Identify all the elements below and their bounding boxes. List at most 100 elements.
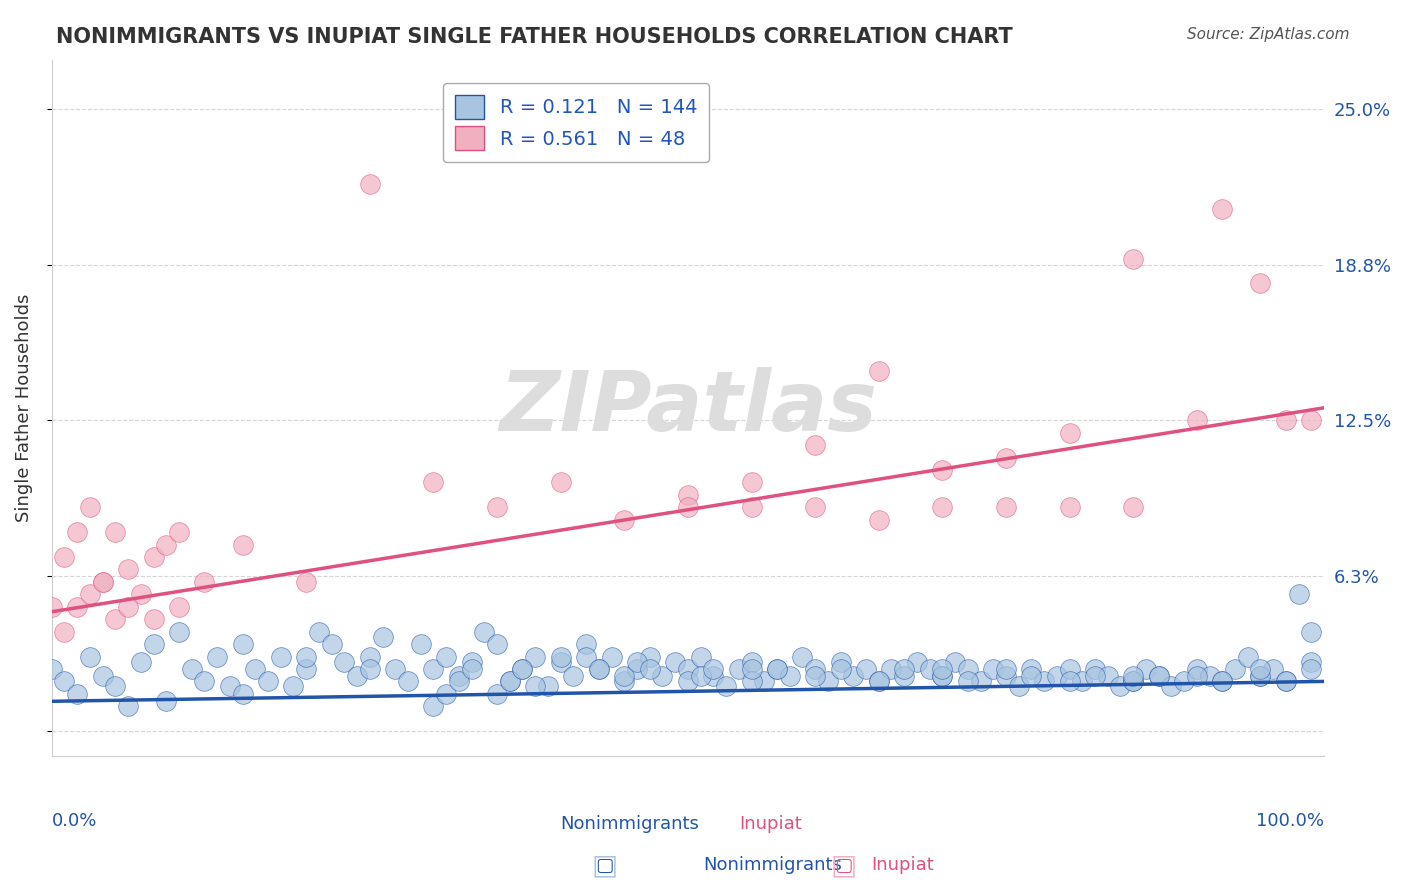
Nonimmigrants <box>1084 662 1107 676</box>
Nonimmigrants <box>600 649 623 664</box>
Nonimmigrants <box>232 687 254 701</box>
Nonimmigrants <box>1249 669 1271 683</box>
Nonimmigrants <box>766 662 789 676</box>
Text: Source: ZipAtlas.com: Source: ZipAtlas.com <box>1187 27 1350 42</box>
Nonimmigrants <box>994 669 1017 683</box>
Inupiat <box>91 574 114 589</box>
Inupiat <box>66 525 89 540</box>
Nonimmigrants <box>1249 669 1271 683</box>
Nonimmigrants <box>1021 669 1043 683</box>
Text: Inupiat: Inupiat <box>872 856 935 874</box>
Inupiat <box>804 500 827 515</box>
Nonimmigrants <box>804 662 827 676</box>
Nonimmigrants <box>664 655 686 669</box>
Y-axis label: Single Father Households: Single Father Households <box>15 293 32 522</box>
Nonimmigrants <box>943 655 966 669</box>
Inupiat <box>1249 277 1271 291</box>
Nonimmigrants <box>1185 669 1208 683</box>
Nonimmigrants <box>1185 662 1208 676</box>
Nonimmigrants <box>702 662 724 676</box>
Inupiat <box>550 475 572 490</box>
Nonimmigrants <box>613 674 636 689</box>
Inupiat <box>142 549 165 564</box>
Inupiat <box>1122 500 1144 515</box>
Nonimmigrants <box>499 674 522 689</box>
Nonimmigrants <box>676 662 699 676</box>
Nonimmigrants <box>575 637 598 651</box>
Nonimmigrants <box>472 624 495 639</box>
Nonimmigrants <box>359 649 381 664</box>
Nonimmigrants <box>460 655 482 669</box>
Nonimmigrants <box>180 662 202 676</box>
Nonimmigrants <box>893 662 915 676</box>
Nonimmigrants <box>1135 662 1157 676</box>
Nonimmigrants <box>956 674 979 689</box>
Inupiat <box>142 612 165 626</box>
Nonimmigrants <box>384 662 406 676</box>
Nonimmigrants <box>626 662 648 676</box>
Nonimmigrants <box>295 649 318 664</box>
Inupiat <box>422 475 444 490</box>
Nonimmigrants <box>1046 669 1069 683</box>
Nonimmigrants <box>422 662 444 676</box>
Nonimmigrants <box>422 699 444 714</box>
Nonimmigrants <box>460 662 482 676</box>
Nonimmigrants <box>638 649 661 664</box>
Nonimmigrants <box>283 679 305 693</box>
Nonimmigrants <box>1236 649 1258 664</box>
Nonimmigrants <box>155 694 177 708</box>
Nonimmigrants <box>550 649 572 664</box>
Nonimmigrants <box>193 674 215 689</box>
Nonimmigrants <box>754 674 776 689</box>
Nonimmigrants <box>905 655 928 669</box>
Nonimmigrants <box>626 655 648 669</box>
Nonimmigrants <box>499 674 522 689</box>
Nonimmigrants <box>1109 679 1132 693</box>
Nonimmigrants <box>931 669 953 683</box>
Nonimmigrants <box>104 679 127 693</box>
Inupiat <box>804 438 827 452</box>
Nonimmigrants <box>981 662 1004 676</box>
Nonimmigrants <box>740 674 762 689</box>
Nonimmigrants <box>830 662 852 676</box>
Text: Inupiat: Inupiat <box>738 815 801 833</box>
Nonimmigrants <box>486 687 509 701</box>
Nonimmigrants <box>333 655 356 669</box>
Nonimmigrants <box>638 662 661 676</box>
Nonimmigrants <box>714 679 737 693</box>
Nonimmigrants <box>1211 674 1233 689</box>
Nonimmigrants <box>1301 662 1323 676</box>
Nonimmigrants <box>1173 674 1195 689</box>
Inupiat <box>1185 413 1208 427</box>
Nonimmigrants <box>792 649 814 664</box>
Text: 0.0%: 0.0% <box>52 812 97 830</box>
Inupiat <box>79 587 101 601</box>
Nonimmigrants <box>396 674 419 689</box>
Nonimmigrants <box>740 662 762 676</box>
Nonimmigrants <box>969 674 991 689</box>
Inupiat <box>676 500 699 515</box>
Nonimmigrants <box>371 630 394 644</box>
Inupiat <box>41 599 63 614</box>
Nonimmigrants <box>931 669 953 683</box>
Inupiat <box>994 450 1017 465</box>
Nonimmigrants <box>1122 674 1144 689</box>
Nonimmigrants <box>167 624 190 639</box>
Nonimmigrants <box>880 662 903 676</box>
Nonimmigrants <box>524 679 547 693</box>
Nonimmigrants <box>1071 674 1094 689</box>
Nonimmigrants <box>651 669 673 683</box>
Text: Nonimmigrants: Nonimmigrants <box>561 815 700 833</box>
Text: ▢: ▢ <box>595 855 614 875</box>
Nonimmigrants <box>142 637 165 651</box>
Inupiat <box>359 177 381 191</box>
Inupiat <box>740 475 762 490</box>
Nonimmigrants <box>79 649 101 664</box>
Inupiat <box>868 513 890 527</box>
Nonimmigrants <box>1122 674 1144 689</box>
Inupiat <box>1275 413 1298 427</box>
Nonimmigrants <box>1033 674 1056 689</box>
Inupiat <box>117 562 139 576</box>
Nonimmigrants <box>434 687 457 701</box>
Nonimmigrants <box>537 679 560 693</box>
